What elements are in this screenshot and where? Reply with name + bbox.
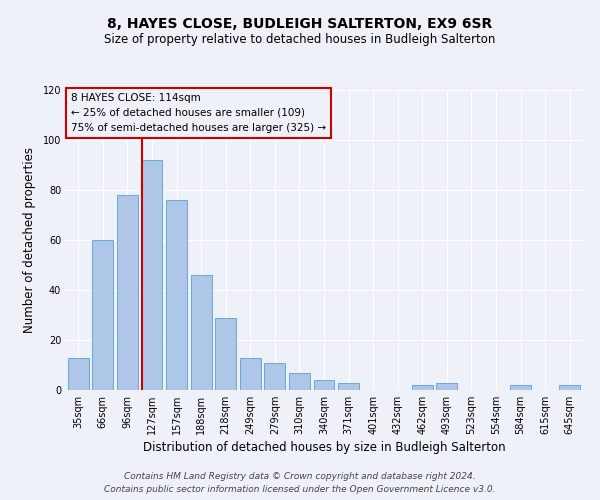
Bar [240,358,261,390]
Text: Size of property relative to detached houses in Budleigh Salterton: Size of property relative to detached ho… [104,32,496,46]
Bar [265,362,286,390]
Y-axis label: Number of detached properties: Number of detached properties [23,147,35,333]
Text: Contains HM Land Registry data © Crown copyright and database right 2024.
Contai: Contains HM Land Registry data © Crown c… [104,472,496,494]
Bar [559,385,580,390]
Bar [314,380,334,390]
Bar [166,200,187,390]
X-axis label: Distribution of detached houses by size in Budleigh Salterton: Distribution of detached houses by size … [143,441,505,454]
Bar [142,160,163,390]
Bar [117,195,138,390]
Bar [510,385,531,390]
Bar [191,275,212,390]
Bar [338,382,359,390]
Bar [68,358,89,390]
Bar [289,372,310,390]
Text: 8, HAYES CLOSE, BUDLEIGH SALTERTON, EX9 6SR: 8, HAYES CLOSE, BUDLEIGH SALTERTON, EX9 … [107,18,493,32]
Bar [412,385,433,390]
Bar [436,382,457,390]
Bar [92,240,113,390]
Text: 8 HAYES CLOSE: 114sqm
← 25% of detached houses are smaller (109)
75% of semi-det: 8 HAYES CLOSE: 114sqm ← 25% of detached … [71,93,326,132]
Bar [215,318,236,390]
